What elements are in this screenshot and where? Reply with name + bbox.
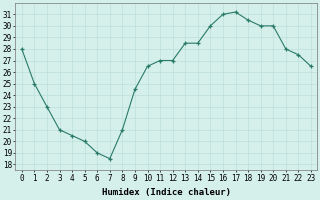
X-axis label: Humidex (Indice chaleur): Humidex (Indice chaleur)	[102, 188, 231, 197]
